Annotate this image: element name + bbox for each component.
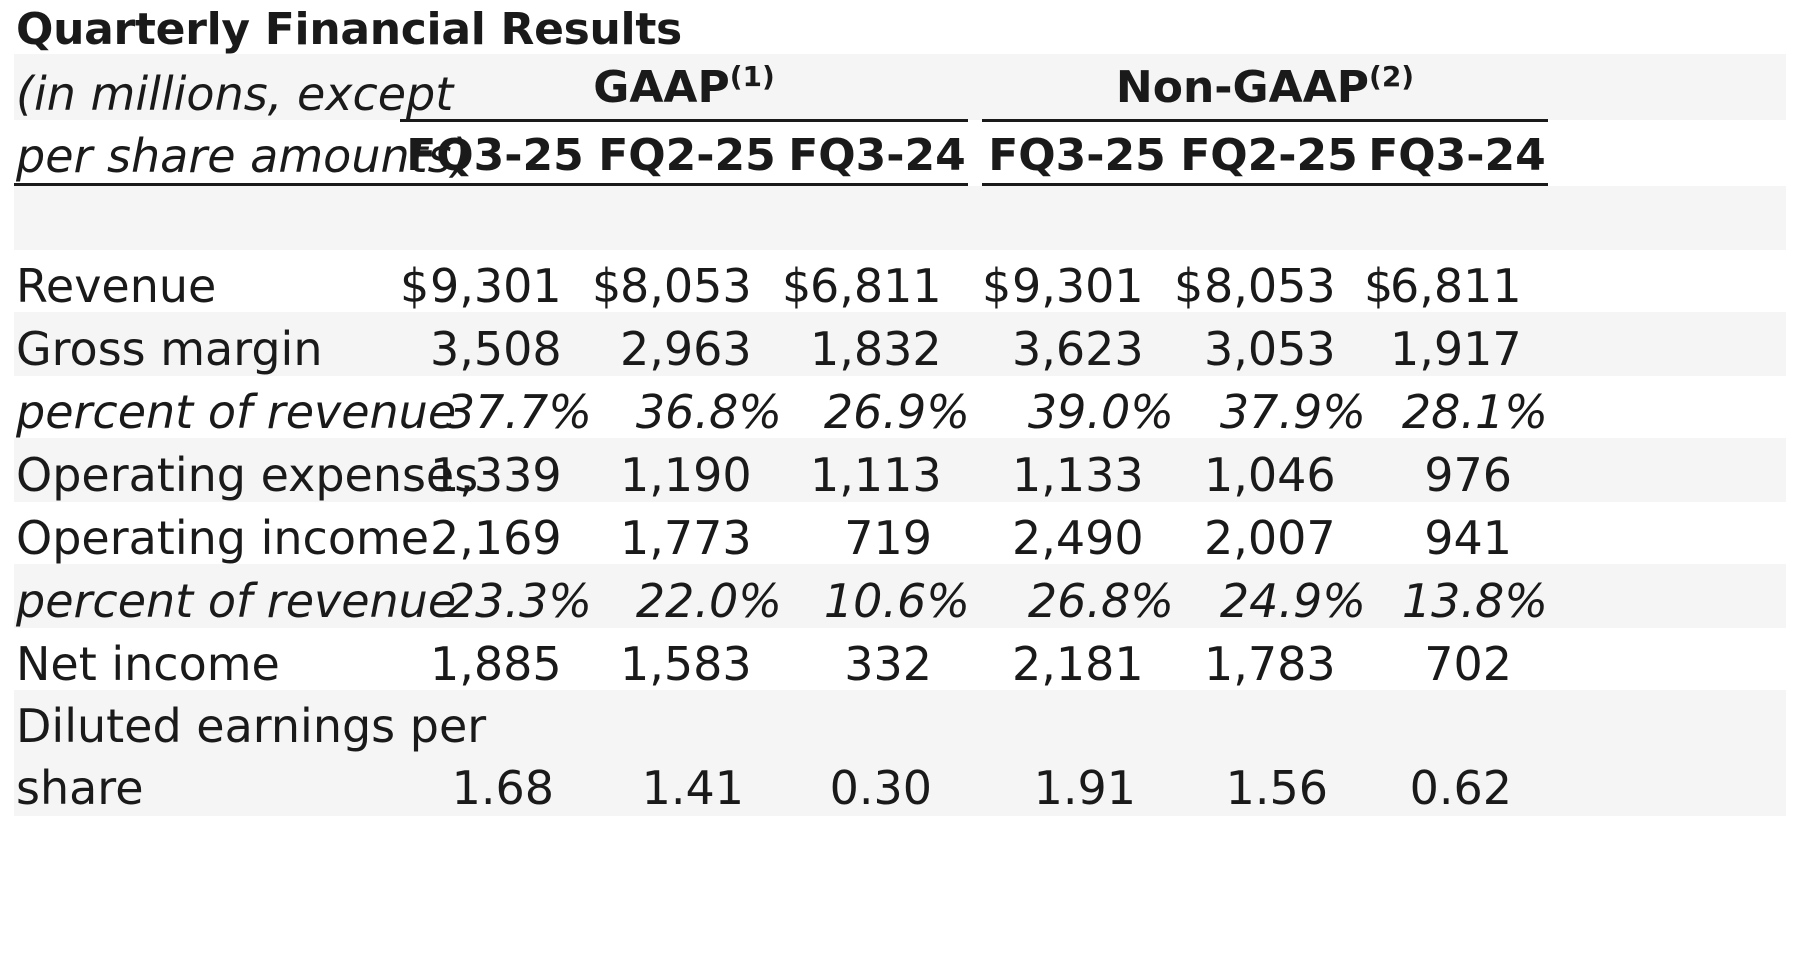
table-cell: 3,623 [1012, 322, 1144, 376]
table-cell: 719 [844, 511, 932, 565]
row-label: percent of revenue [16, 385, 457, 439]
column-header: FQ3-25 [988, 130, 1166, 181]
table-cell: 6,811 [1390, 259, 1522, 313]
page-title: Quarterly Financial Results [16, 4, 682, 55]
gaap-group-header: GAAP(1) [400, 52, 968, 124]
table-cell: 2,490 [1012, 511, 1144, 565]
table-cell: 0.30 [829, 761, 932, 815]
row-band [14, 186, 1786, 250]
table-cell: 2,007 [1204, 511, 1336, 565]
header-bottom-rule-left [14, 183, 968, 186]
table-cell: 3,053 [1204, 322, 1336, 376]
table-cell: 9,301 [1012, 259, 1144, 313]
table-cell: 10.6% [823, 574, 970, 628]
units-label-line1: (in millions, except [16, 67, 454, 121]
row-band [14, 54, 1786, 120]
table-cell: 1.56 [1225, 761, 1328, 815]
table-cell: 8,053 [1204, 259, 1336, 313]
table-cell: 1,583 [620, 637, 752, 691]
table-cell: 39.0% [1027, 385, 1174, 439]
table-cell: 2,963 [620, 322, 752, 376]
table-cell: 332 [844, 637, 932, 691]
currency-symbol: $ [782, 259, 812, 313]
table-cell: 1,046 [1204, 448, 1336, 502]
non-gaap-footnote: (2) [1369, 60, 1415, 93]
table-cell: 2,181 [1012, 637, 1144, 691]
gaap-footnote: (1) [729, 60, 775, 93]
table-cell: 6,811 [810, 259, 942, 313]
table-cell: 1,133 [1012, 448, 1144, 502]
row-band [14, 438, 1786, 502]
row-label: Operating expenses [16, 448, 479, 502]
row-label: Net income [16, 637, 280, 691]
table-cell: 24.9% [1219, 574, 1366, 628]
table-cell: 22.0% [635, 574, 782, 628]
row-band [14, 564, 1786, 628]
row-label: Operating income [16, 511, 430, 565]
non-gaap-group-header: Non-GAAP(2) [982, 52, 1548, 124]
table-cell: 13.8% [1401, 574, 1548, 628]
table-cell: 1,917 [1390, 322, 1522, 376]
table-cell: 9,301 [430, 259, 562, 313]
table-cell: 8,053 [620, 259, 752, 313]
table-cell: 1,773 [620, 511, 752, 565]
row-band [14, 690, 1786, 816]
row-label-line2: share [16, 761, 144, 815]
table-cell: 702 [1424, 637, 1512, 691]
table-cell: 2,169 [430, 511, 562, 565]
currency-symbol: $ [400, 259, 430, 313]
non-gaap-group-label: Non-GAAP [1115, 62, 1370, 113]
currency-symbol: $ [982, 259, 1012, 313]
currency-symbol: $ [1364, 259, 1394, 313]
table-cell: 37.9% [1219, 385, 1366, 439]
row-label: percent of revenue [16, 574, 457, 628]
gaap-group-rule [400, 119, 968, 122]
table-cell: 26.8% [1027, 574, 1174, 628]
column-header: FQ3-25 [406, 130, 584, 181]
column-header: FQ2-25 [1180, 130, 1358, 181]
currency-symbol: $ [592, 259, 622, 313]
table-cell: 3,508 [430, 322, 562, 376]
units-label-line2: per share amounts) [16, 129, 470, 183]
currency-symbol: $ [1174, 259, 1204, 313]
column-header: FQ3-24 [1368, 130, 1546, 181]
row-label-line1: Diluted earnings per [16, 699, 487, 753]
column-header: FQ2-25 [598, 130, 776, 181]
table-cell: 1.41 [641, 761, 744, 815]
table-cell: 1,832 [810, 322, 942, 376]
table-cell: 1,885 [430, 637, 562, 691]
table-cell: 1,339 [430, 448, 562, 502]
table-cell: 1,113 [810, 448, 942, 502]
table-cell: 976 [1424, 448, 1512, 502]
table-cell: 1.91 [1033, 761, 1136, 815]
table-cell: 1,190 [620, 448, 752, 502]
gaap-group-label: GAAP [593, 62, 730, 113]
row-label: Revenue [16, 259, 217, 313]
row-label: Gross margin [16, 322, 323, 376]
row-band [14, 312, 1786, 376]
column-header: FQ3-24 [788, 130, 966, 181]
header-bottom-rule-right [982, 183, 1548, 186]
table-cell: 28.1% [1401, 385, 1548, 439]
table-cell: 36.8% [635, 385, 782, 439]
table-cell: 941 [1424, 511, 1512, 565]
table-cell: 1,783 [1204, 637, 1336, 691]
table-cell: 37.7% [445, 385, 592, 439]
table-cell: 26.9% [823, 385, 970, 439]
non-gaap-group-rule [982, 119, 1548, 122]
table-cell: 1.68 [451, 761, 554, 815]
table-cell: 0.62 [1409, 761, 1512, 815]
table-cell: 23.3% [445, 574, 592, 628]
